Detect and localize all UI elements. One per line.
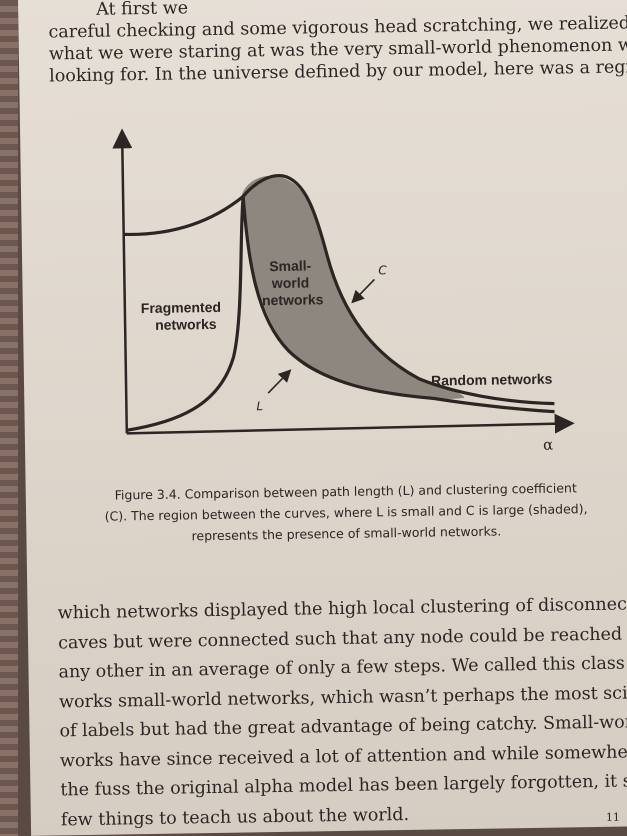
clustering-curve-c <box>123 174 555 406</box>
path-length-curve-l <box>126 196 555 432</box>
l-arrow <box>267 369 292 394</box>
alpha-axis-label: α <box>543 436 553 454</box>
figure-caption: Figure 3.4. Comparison between path leng… <box>86 477 607 548</box>
page-number-fragment: 11 <box>605 810 621 824</box>
small-world-region <box>241 175 465 400</box>
bottom-paragraph: which networks displayed the high local … <box>57 591 627 836</box>
c-arrow <box>351 278 376 304</box>
book-page: At first we careful checking and some vi… <box>18 0 627 836</box>
l-label: L <box>256 399 263 413</box>
small-world-label: Small- world networks <box>261 257 323 308</box>
fragmented-label: Fragmented networks <box>141 299 226 333</box>
figure-diagram: Fragmented networks Small- world network… <box>112 128 575 454</box>
random-networks-label: Random networks <box>431 371 553 389</box>
x-axis <box>126 413 575 435</box>
y-axis <box>112 128 133 434</box>
c-label: C <box>378 263 387 277</box>
book-spine-edge <box>0 0 18 836</box>
